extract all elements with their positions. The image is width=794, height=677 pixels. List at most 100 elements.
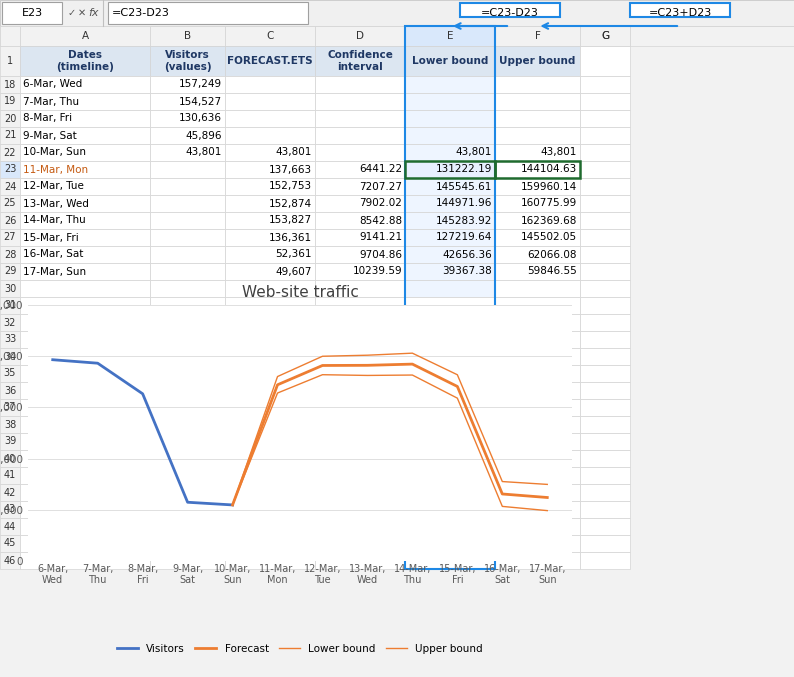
Bar bbox=[0, 382, 20, 399]
Bar bbox=[495, 484, 580, 501]
Bar bbox=[405, 331, 495, 348]
Bar bbox=[150, 26, 225, 46]
Text: 152,753: 152,753 bbox=[269, 181, 312, 192]
Bar bbox=[495, 501, 580, 518]
Bar bbox=[20, 280, 150, 297]
Bar bbox=[405, 501, 495, 518]
Text: 16-Mar, Sat: 16-Mar, Sat bbox=[23, 250, 83, 259]
Bar bbox=[0, 127, 20, 144]
Text: 7207.27: 7207.27 bbox=[359, 181, 402, 192]
Visitors bbox=[93, 359, 102, 367]
Bar bbox=[580, 195, 630, 212]
Bar bbox=[495, 127, 580, 144]
Bar bbox=[20, 93, 150, 110]
Bar bbox=[20, 76, 150, 93]
Bar bbox=[495, 518, 580, 535]
Bar bbox=[495, 348, 580, 365]
Bar bbox=[150, 76, 225, 93]
Bar bbox=[150, 246, 225, 263]
Bar bbox=[405, 212, 495, 229]
Bar bbox=[580, 178, 630, 195]
Bar bbox=[20, 365, 150, 382]
Bar bbox=[315, 382, 405, 399]
Text: 15-Mar, Fri: 15-Mar, Fri bbox=[23, 232, 79, 242]
Text: ✕: ✕ bbox=[78, 8, 86, 18]
Bar bbox=[405, 314, 495, 331]
Bar bbox=[580, 365, 630, 382]
Bar bbox=[315, 484, 405, 501]
Bar bbox=[580, 46, 630, 76]
Bar bbox=[225, 26, 315, 46]
Bar bbox=[405, 280, 495, 297]
Bar bbox=[20, 46, 150, 76]
Bar bbox=[580, 161, 630, 178]
Bar bbox=[0, 416, 20, 433]
Text: 144971.96: 144971.96 bbox=[436, 198, 492, 209]
Bar bbox=[225, 127, 315, 144]
Bar bbox=[150, 416, 225, 433]
Bar bbox=[20, 212, 150, 229]
Bar bbox=[405, 263, 495, 280]
Text: 18: 18 bbox=[4, 79, 16, 89]
Bar bbox=[580, 484, 630, 501]
Bar bbox=[0, 144, 20, 161]
Text: 8-Mar, Fri: 8-Mar, Fri bbox=[23, 114, 72, 123]
Bar bbox=[225, 552, 315, 569]
Bar bbox=[495, 195, 580, 212]
Bar bbox=[315, 26, 405, 46]
Text: 127219.64: 127219.64 bbox=[436, 232, 492, 242]
Text: 144104.63: 144104.63 bbox=[521, 165, 577, 175]
Line: Visitors: Visitors bbox=[52, 359, 233, 505]
Text: 145545.61: 145545.61 bbox=[436, 181, 492, 192]
Bar bbox=[580, 26, 630, 46]
Bar bbox=[225, 365, 315, 382]
Bar bbox=[150, 348, 225, 365]
Text: 13-Mar, Wed: 13-Mar, Wed bbox=[23, 198, 89, 209]
Text: fx: fx bbox=[88, 8, 98, 18]
Text: E: E bbox=[447, 31, 453, 41]
Text: 19: 19 bbox=[4, 97, 16, 106]
Upper bound bbox=[273, 372, 283, 380]
Forecast bbox=[363, 362, 372, 370]
Bar bbox=[315, 365, 405, 382]
Bar bbox=[495, 76, 580, 93]
Text: 46: 46 bbox=[4, 556, 16, 565]
Bar bbox=[580, 144, 630, 161]
Bar bbox=[405, 365, 495, 382]
Text: 27: 27 bbox=[4, 232, 16, 242]
Upper bound bbox=[407, 349, 417, 357]
Bar bbox=[225, 263, 315, 280]
Text: 152,874: 152,874 bbox=[269, 198, 312, 209]
Bar bbox=[495, 161, 580, 178]
Bar bbox=[150, 93, 225, 110]
Bar bbox=[225, 450, 315, 467]
Text: 43,801: 43,801 bbox=[276, 148, 312, 158]
Lower bound bbox=[453, 394, 462, 402]
Bar bbox=[150, 518, 225, 535]
Bar bbox=[0, 314, 20, 331]
Forecast bbox=[542, 494, 552, 502]
Text: 36: 36 bbox=[4, 385, 16, 395]
Text: 130,636: 130,636 bbox=[179, 114, 222, 123]
Bar bbox=[150, 552, 225, 569]
Bar bbox=[20, 195, 150, 212]
Bar bbox=[495, 161, 580, 178]
Text: 45: 45 bbox=[4, 538, 16, 548]
Bar bbox=[405, 433, 495, 450]
Bar bbox=[580, 280, 630, 297]
Bar bbox=[150, 433, 225, 450]
Bar bbox=[225, 416, 315, 433]
Bar bbox=[0, 26, 794, 46]
Text: =C23+D23: =C23+D23 bbox=[649, 8, 711, 18]
Visitors bbox=[228, 501, 237, 509]
Bar bbox=[460, 3, 560, 17]
Bar bbox=[495, 212, 580, 229]
Text: 136,361: 136,361 bbox=[269, 232, 312, 242]
Forecast bbox=[273, 380, 283, 389]
Bar bbox=[225, 535, 315, 552]
Bar bbox=[315, 212, 405, 229]
Text: F: F bbox=[534, 31, 541, 41]
Text: 162369.68: 162369.68 bbox=[521, 215, 577, 225]
Bar bbox=[0, 212, 20, 229]
Bar bbox=[405, 399, 495, 416]
